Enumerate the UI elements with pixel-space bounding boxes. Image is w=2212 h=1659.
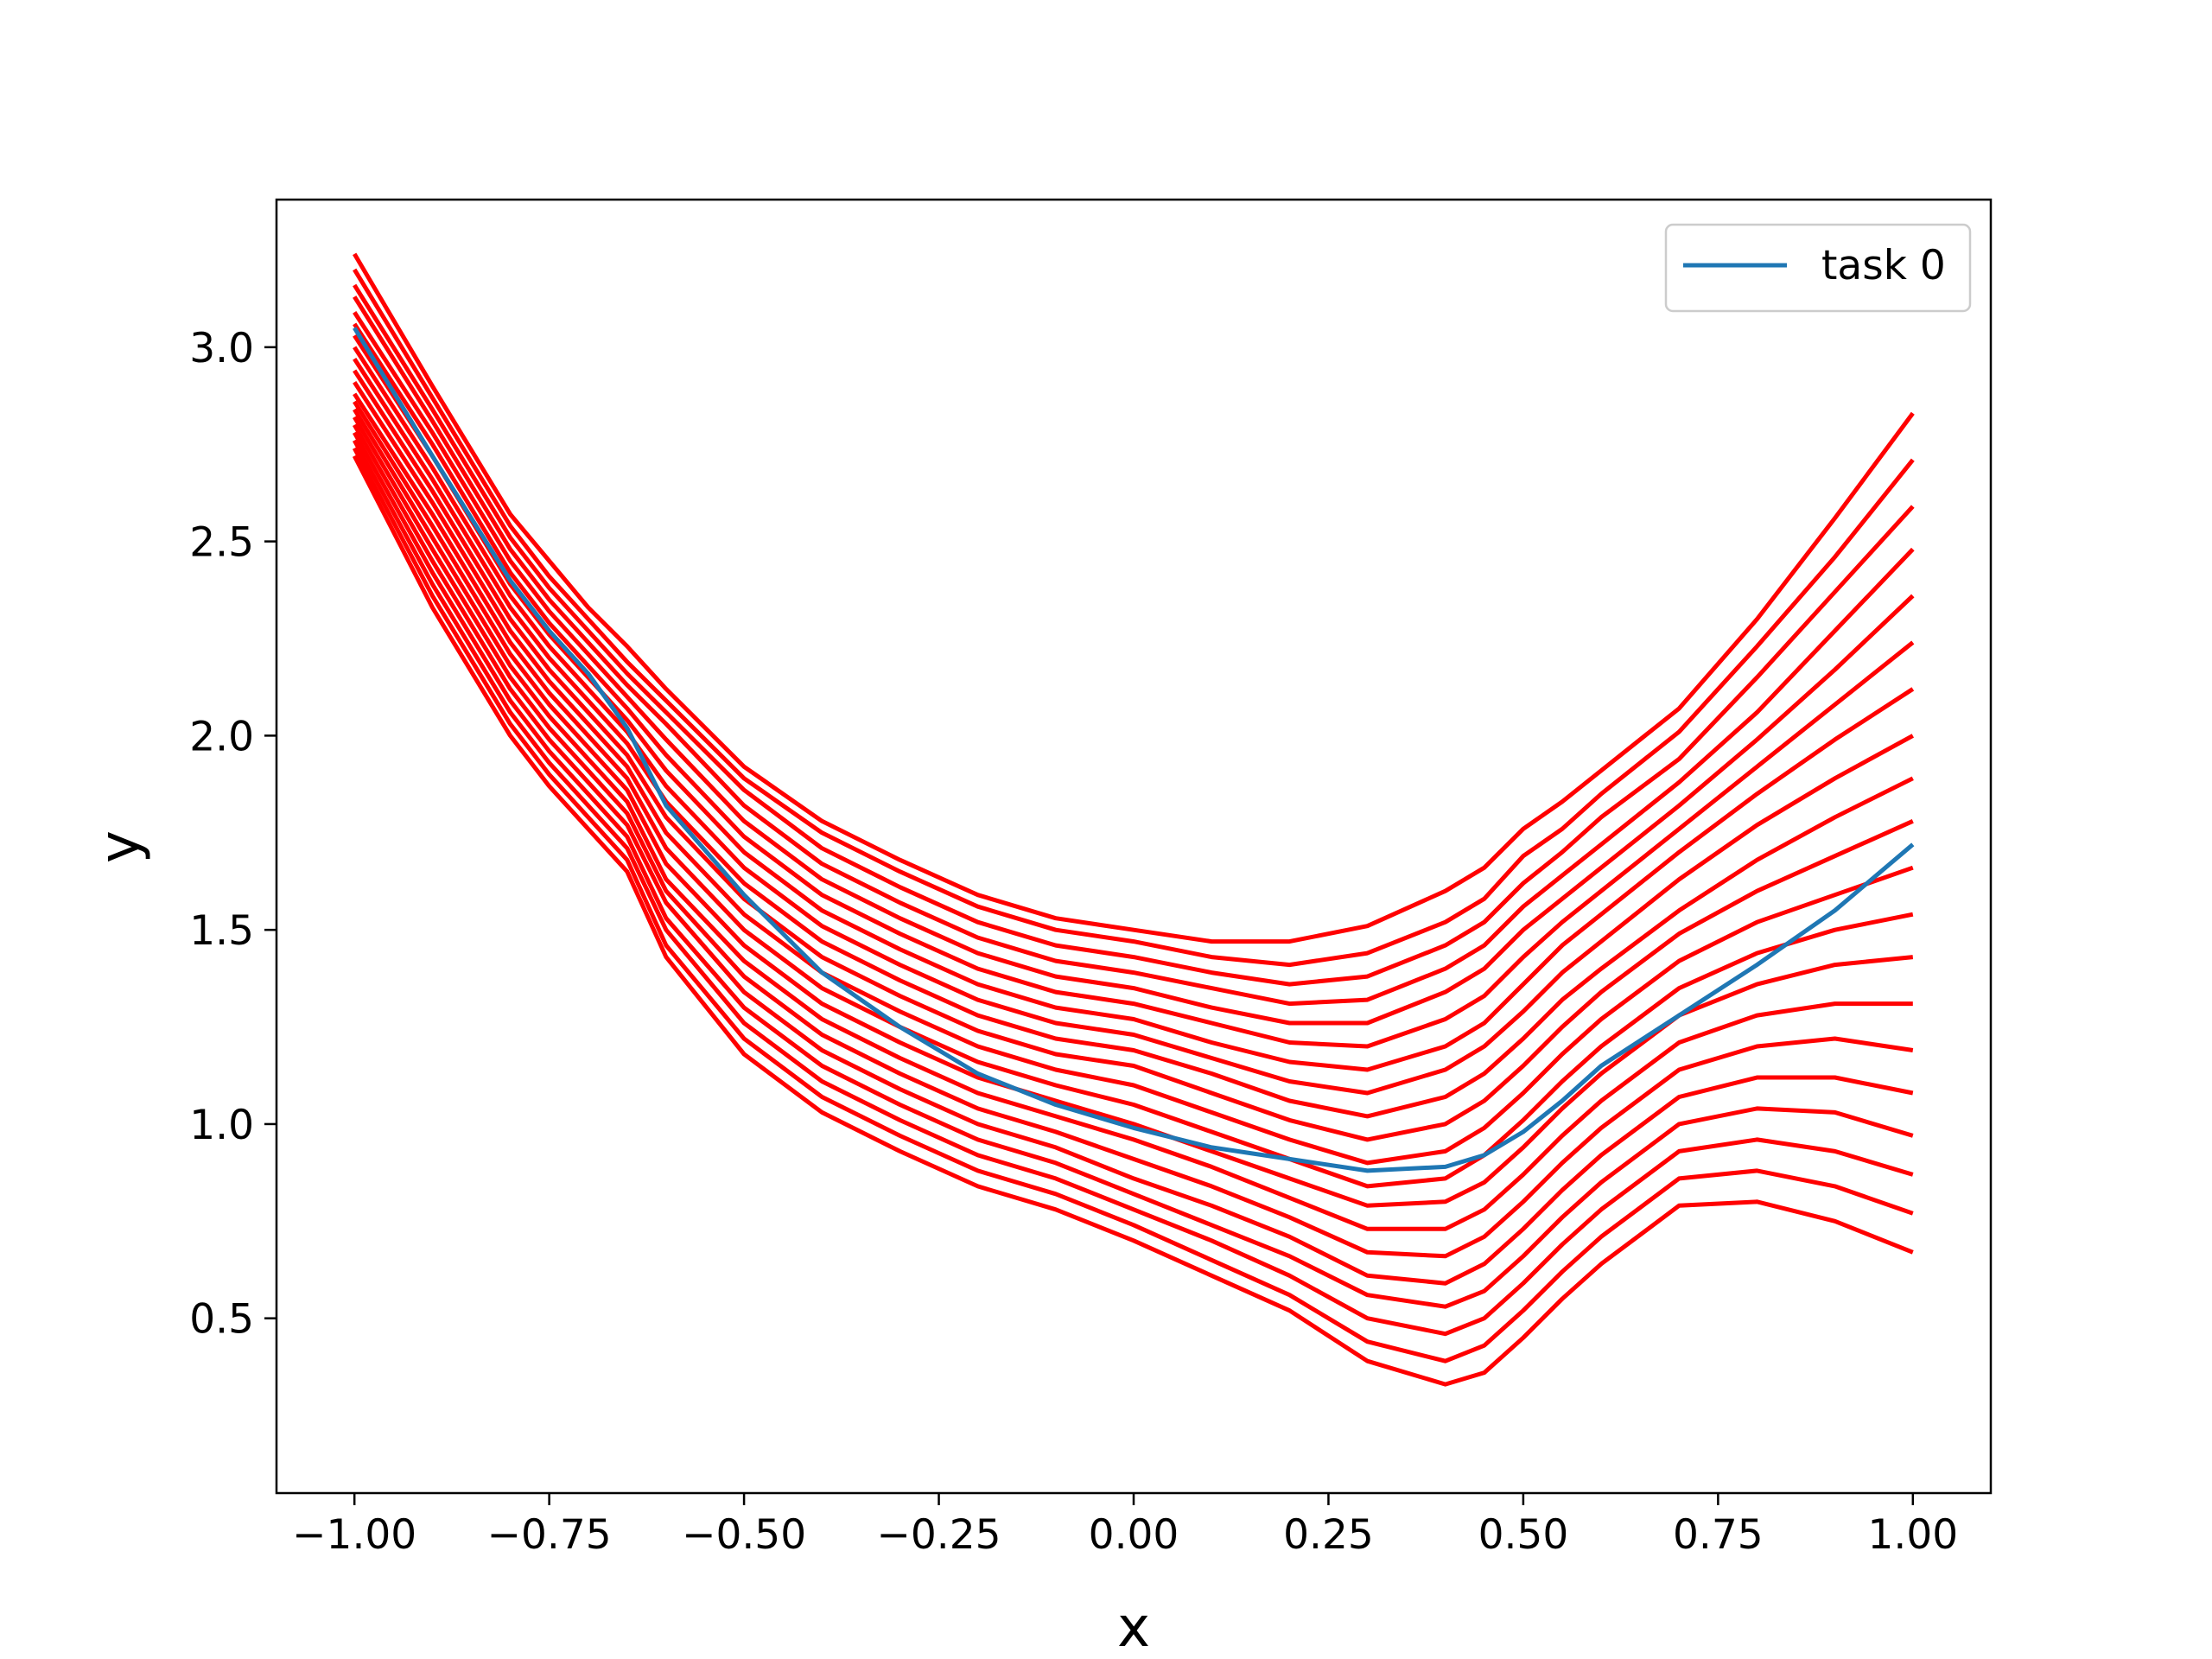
x-axis: −1.00 −0.75 −0.50 −0.25 0.00 0.25 0.50 0.75 1.00 bbox=[292, 1493, 1958, 1559]
background-curve-11 bbox=[353, 392, 1914, 1189]
background-curve-15 bbox=[353, 423, 1914, 1286]
x-tick-label: −0.25 bbox=[877, 1511, 1001, 1559]
background-curve-16 bbox=[353, 431, 1914, 1309]
legend: task 0 bbox=[1664, 223, 1972, 313]
background-curve-6 bbox=[353, 334, 1915, 1072]
x-tick-label: −0.75 bbox=[487, 1511, 612, 1559]
background-curve-12 bbox=[353, 400, 1914, 1208]
background-curve-5 bbox=[353, 322, 1915, 1049]
y-axis-label: y bbox=[88, 830, 152, 863]
y-tick-label: 1.0 bbox=[189, 1102, 254, 1149]
y-tick-label: 2.5 bbox=[189, 519, 254, 567]
y-tick-label: 1.5 bbox=[189, 907, 254, 955]
background-curves bbox=[352, 252, 1915, 1387]
background-curve-18 bbox=[352, 447, 1914, 1363]
task-curves bbox=[353, 327, 1915, 1173]
background-curve-8 bbox=[353, 357, 1914, 1119]
background-curve-7 bbox=[353, 346, 1915, 1096]
y-tick-label: 2.0 bbox=[189, 713, 254, 760]
legend-box bbox=[1664, 223, 1972, 313]
x-tick-label: 0.50 bbox=[1478, 1511, 1569, 1559]
x-tick-label: 0.75 bbox=[1673, 1511, 1764, 1559]
x-tick-label: −1.00 bbox=[292, 1511, 416, 1559]
y-tick-label: 0.5 bbox=[189, 1296, 254, 1344]
legend-label-task-0: task 0 bbox=[1821, 242, 1946, 289]
x-axis-label: x bbox=[1117, 1596, 1150, 1659]
background-curve-1 bbox=[353, 268, 1915, 968]
background-curve-4 bbox=[353, 311, 1915, 1026]
y-axis: 0.5 1.0 1.5 2.0 2.5 3.0 bbox=[189, 325, 276, 1344]
background-curve-9 bbox=[353, 369, 1914, 1142]
x-tick-label: 1.00 bbox=[1867, 1511, 1958, 1559]
background-curve-10 bbox=[353, 380, 1914, 1166]
background-curve-14 bbox=[353, 416, 1914, 1259]
y-tick-label: 3.0 bbox=[189, 325, 254, 372]
background-curve-0 bbox=[353, 252, 1915, 944]
background-curve-17 bbox=[353, 439, 1914, 1337]
x-tick-label: −0.50 bbox=[682, 1511, 806, 1559]
x-tick-label: 0.25 bbox=[1283, 1511, 1374, 1559]
series-line-task-0 bbox=[353, 327, 1915, 1173]
background-curve-3 bbox=[353, 296, 1915, 1007]
background-curve-13 bbox=[353, 408, 1913, 1231]
x-tick-label: 0.00 bbox=[1089, 1511, 1179, 1559]
background-curve-2 bbox=[353, 283, 1915, 987]
background-curve-19 bbox=[352, 454, 1914, 1387]
